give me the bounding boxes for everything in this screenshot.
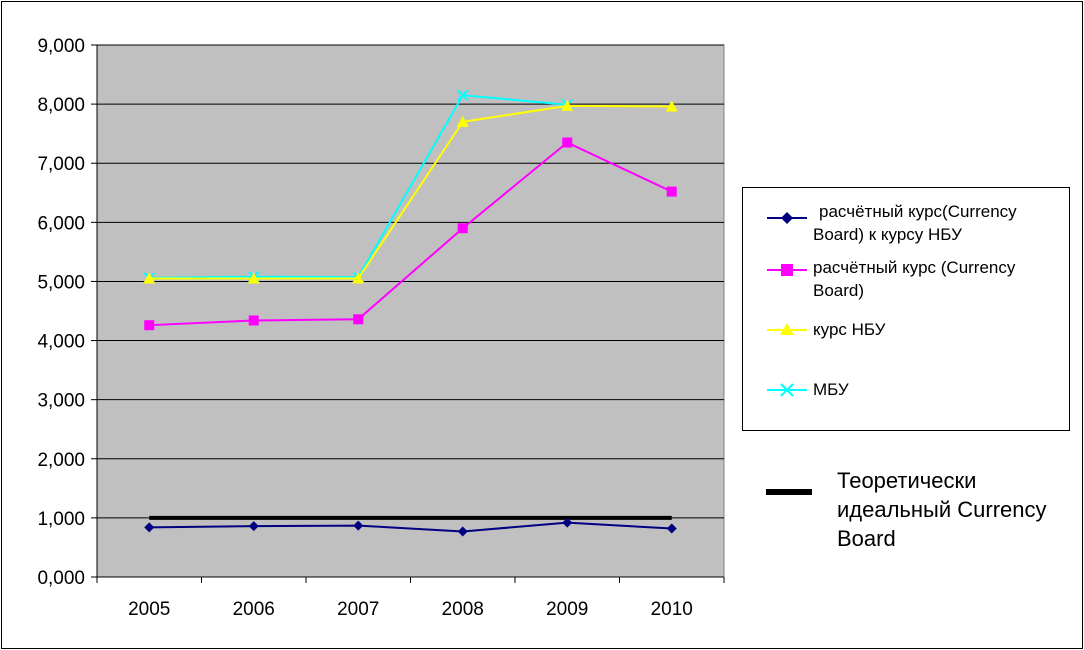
data-point	[248, 521, 259, 532]
data-point	[353, 520, 364, 531]
data-point	[144, 320, 155, 331]
axes: 0,000 1,000 2,000 3,000 4,000 5,000 6,000 7,000…	[37, 36, 725, 620]
data-point	[352, 272, 365, 284]
data-point	[666, 523, 677, 534]
data-point	[247, 272, 260, 284]
y-tick-label: 7,000	[37, 154, 85, 175]
legend-label: расчётный курс(Currency Board) к курсу Н…	[813, 202, 1017, 244]
y-tick-label: 0,000	[37, 568, 85, 589]
legend-entry-calc-ratio: расчётный курс(Currency Board) к курсу Н…	[743, 200, 1069, 246]
x-tick-label: 2006	[233, 599, 275, 620]
y-tick-label: 6,000	[37, 213, 85, 234]
legend: расчётный курс(Currency Board) к курсу Н…	[742, 187, 1070, 431]
x-tick-label: 2010	[651, 599, 693, 620]
data-point	[457, 89, 469, 101]
y-tick-label: 3,000	[37, 391, 85, 412]
y-tick-label: 1,000	[37, 509, 85, 530]
legend-label: МБУ	[813, 380, 849, 399]
reference-line-label: Теоретически идеальный Currency Board	[837, 468, 1047, 551]
data-point	[665, 100, 678, 112]
y-tick-label: 8,000	[37, 95, 85, 116]
x-tick-label: 2008	[442, 599, 484, 620]
x-tick-label: 2005	[128, 599, 170, 620]
data-point	[248, 315, 259, 326]
y-tick-label: 5,000	[37, 272, 85, 293]
x-tick-label: 2007	[337, 599, 379, 620]
series-layer	[143, 89, 678, 537]
data-point	[144, 522, 155, 533]
legend-marker-square	[767, 264, 807, 276]
reference-line-legend: Теоретически идеальный Currency Board	[762, 462, 1062, 562]
series-line	[149, 104, 672, 280]
data-point	[561, 99, 574, 111]
data-point	[353, 314, 364, 325]
series-square	[144, 137, 677, 331]
legend-entry-mbu: МБУ	[743, 378, 1069, 408]
data-point	[456, 115, 469, 127]
data-point	[457, 526, 468, 537]
data-point	[457, 223, 468, 234]
x-tick-label: 2009	[546, 599, 588, 620]
legend-marker-diamond	[767, 212, 807, 224]
data-point	[562, 137, 573, 148]
legend-label: расчётный курс (Currency Board)	[813, 258, 1016, 300]
legend-marker-triangle	[767, 323, 807, 335]
gridlines	[97, 44, 724, 519]
plot-area	[96, 44, 725, 578]
y-tick-label: 9,000	[37, 36, 85, 57]
series-diamond	[144, 517, 677, 537]
reference-line-swatch	[766, 489, 812, 495]
series-triangle	[143, 99, 678, 284]
y-tick-label: 4,000	[37, 332, 85, 353]
legend-entry-nbu: курс НБУ	[743, 318, 1069, 348]
data-point	[666, 186, 677, 197]
legend-label: курс НБУ	[813, 320, 886, 339]
legend-marker-x	[767, 383, 807, 397]
data-point	[143, 272, 156, 284]
data-point	[562, 517, 573, 528]
series-line	[149, 141, 673, 327]
y-tick-label: 2,000	[37, 450, 85, 471]
series-line	[149, 521, 672, 533]
legend-entry-calc-rate: расчётный курс (Currency Board)	[743, 256, 1069, 302]
